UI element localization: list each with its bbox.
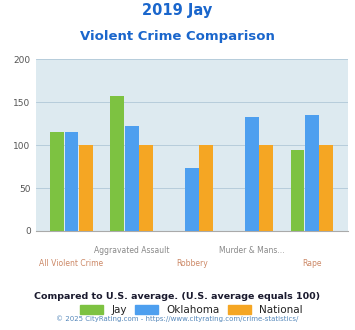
- Bar: [199, 145, 213, 231]
- Bar: [139, 145, 153, 231]
- Bar: [245, 117, 259, 231]
- Bar: [290, 150, 304, 231]
- Text: Rape: Rape: [302, 259, 322, 268]
- Text: All Violent Crime: All Violent Crime: [39, 259, 104, 268]
- Text: Violent Crime Comparison: Violent Crime Comparison: [80, 30, 275, 43]
- Text: Murder & Mans...: Murder & Mans...: [219, 246, 284, 255]
- Bar: [259, 145, 273, 231]
- Bar: [185, 168, 198, 231]
- Bar: [305, 115, 319, 231]
- Bar: [125, 126, 138, 231]
- Bar: [110, 96, 124, 231]
- Text: © 2025 CityRating.com - https://www.cityrating.com/crime-statistics/: © 2025 CityRating.com - https://www.city…: [56, 315, 299, 322]
- Text: Compared to U.S. average. (U.S. average equals 100): Compared to U.S. average. (U.S. average …: [34, 292, 321, 301]
- Text: Robbery: Robbery: [176, 259, 208, 268]
- Bar: [320, 145, 333, 231]
- Text: 2019 Jay: 2019 Jay: [142, 3, 213, 18]
- Text: Aggravated Assault: Aggravated Assault: [94, 246, 169, 255]
- Bar: [79, 145, 93, 231]
- Bar: [50, 132, 64, 231]
- Bar: [65, 132, 78, 231]
- Legend: Jay, Oklahoma, National: Jay, Oklahoma, National: [77, 301, 306, 318]
